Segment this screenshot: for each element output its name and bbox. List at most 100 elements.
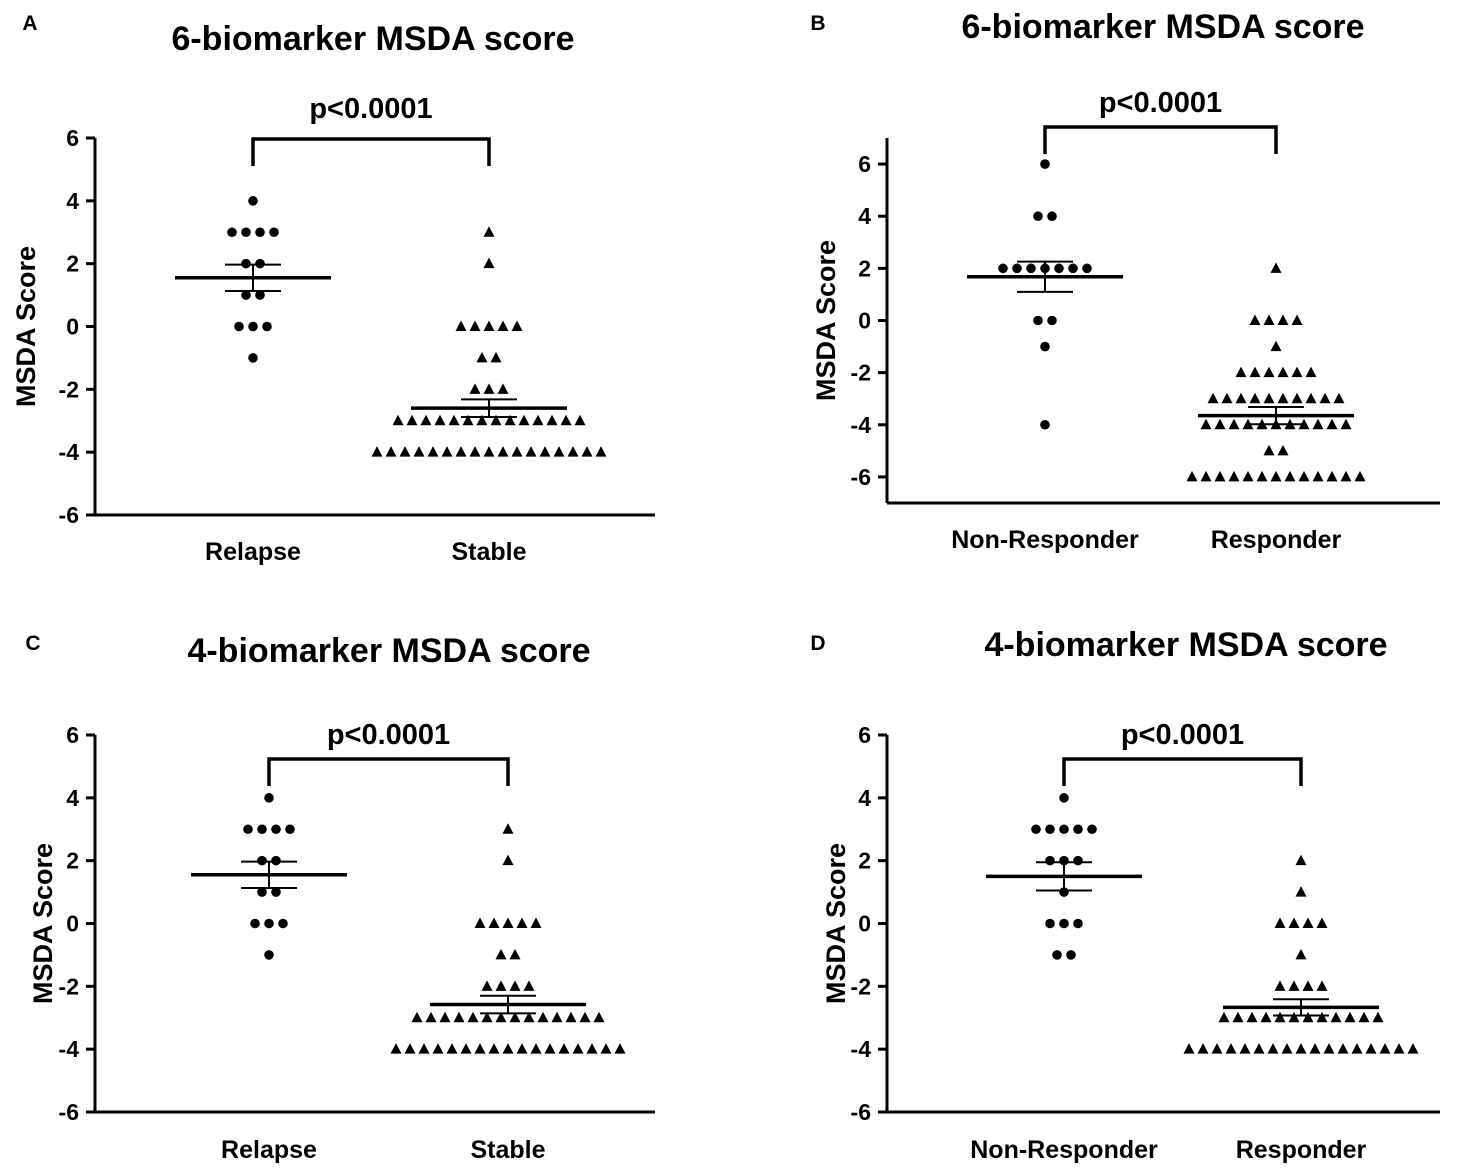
y-tick-label: -4 [851,1036,872,1062]
data-point-responder [1249,366,1261,378]
data-point-responder [1183,1043,1195,1054]
data-point-responder [1295,886,1307,897]
panel-B: B 6-biomarker MSDA score MSDA Score -6 -4 -2 0… [810,8,1440,554]
data-point-stable [581,446,593,457]
data-point-stable [483,383,495,394]
data-point-responder [1270,470,1282,482]
data-point-relapse [264,918,274,929]
data-point-responder [1270,262,1282,273]
data-point-relapse [285,824,295,835]
data-point-responder [1197,1043,1209,1054]
data-point-stable [483,257,495,269]
data-point-stable [418,1043,430,1054]
data-point-responder [1277,314,1289,325]
data-point-stable [509,948,521,960]
x-category-label: Relapse [221,1136,317,1164]
y-tick-label: 2 [858,848,871,874]
data-point-stable [420,414,432,426]
data-point-stable [434,414,446,426]
data-point-responder [1270,340,1282,352]
data-point-non-responder [1045,918,1055,929]
data-point-responder [1316,980,1328,991]
data-point-non-responder [1073,855,1083,866]
data-point-stable [502,823,514,834]
data-point-non-responder [1073,824,1083,835]
data-point-non-responder [1045,824,1055,835]
data-point-responder [1372,1011,1384,1023]
data-point-responder [1228,470,1240,482]
data-point-stable [565,1011,577,1023]
y-tick-label: -2 [851,360,871,386]
y-tick-label: -6 [851,464,871,490]
y-tick-label: 6 [66,125,79,151]
data-point-stable [439,1011,451,1023]
data-point-responder [1263,366,1275,378]
data-point-relapse [243,824,253,835]
data-point-responder [1319,392,1331,404]
data-point-relapse [255,227,265,238]
data-point-non-responder [1059,918,1069,929]
data-point-stable [404,1043,416,1054]
y-tick-label: 6 [858,151,871,177]
data-point-responder [1302,980,1314,991]
data-point-stable [586,1043,598,1054]
x-category-label: Stable [451,538,526,566]
data-point-relapse [264,950,274,960]
data-point-non-responder [1033,315,1043,326]
data-point-stable [490,414,502,426]
p-value-annotation: p<0.0001 [1099,87,1222,119]
data-point-responder [1312,418,1324,430]
data-point-non-responder [1026,263,1036,274]
data-point-stable [446,1043,458,1054]
data-point-responder [1302,1011,1314,1023]
data-point-stable [483,320,495,331]
data-point-non-responder [1040,159,1050,169]
data-point-stable [530,1043,542,1054]
data-point-stable [509,980,521,991]
data-point-responder [1288,980,1300,991]
data-point-non-responder [998,263,1008,274]
data-point-responder [1214,418,1226,430]
data-point-stable [469,320,481,331]
data-point-responder [1288,1011,1300,1023]
data-point-stable [469,446,481,457]
p-value-annotation: p<0.0001 [327,719,450,751]
data-point-responder [1225,1043,1237,1054]
data-point-responder [1305,392,1317,404]
data-point-stable [502,854,514,866]
data-point-responder [1295,948,1307,960]
y-tick-label: 6 [858,722,871,748]
data-point-stable [495,980,507,991]
data-point-responder [1200,470,1212,482]
data-point-stable [572,1043,584,1054]
data-point-responder [1379,1043,1391,1054]
y-tick-label: -4 [59,1036,80,1062]
data-point-stable [516,1043,528,1054]
data-point-stable [483,226,495,237]
y-axis-label: MSDA Score [811,240,841,401]
data-point-stable [413,446,425,457]
data-point-stable [474,1043,486,1054]
significance-bracket [267,757,510,786]
data-point-stable [523,1011,535,1023]
data-point-responder [1323,1043,1335,1054]
y-tick-label: 4 [858,785,871,811]
panel-letter: A [22,12,37,35]
data-point-responder [1302,917,1314,928]
data-point-stable [399,446,411,457]
data-point-non-responder [1059,793,1069,803]
data-point-relapse [248,353,258,363]
data-point-stable [432,1043,444,1054]
data-point-stable [600,1043,612,1054]
panel-A: A 6-biomarker MSDA score MSDA Score -6 -4 -2 0… [11,12,655,566]
data-point-responder [1277,366,1289,378]
data-point-responder [1232,1011,1244,1023]
data-point-stable [567,446,579,457]
data-point-responder [1274,1011,1286,1023]
data-point-stable [560,414,572,426]
data-point-responder [1291,366,1303,378]
y-tick-label: 2 [858,255,871,281]
y-tick-label: -6 [59,1099,79,1125]
y-tick-label: 4 [66,188,79,214]
data-point-stable [385,446,397,457]
